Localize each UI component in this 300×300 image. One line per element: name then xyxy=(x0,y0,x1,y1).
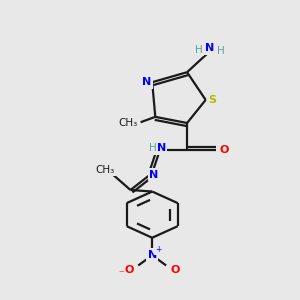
Text: N: N xyxy=(157,143,166,153)
Text: O: O xyxy=(220,145,229,155)
Text: S: S xyxy=(208,95,216,105)
Text: +: + xyxy=(155,245,162,254)
Text: N: N xyxy=(148,250,157,260)
Text: H: H xyxy=(149,143,157,153)
Text: CH₃: CH₃ xyxy=(95,165,115,175)
Text: N: N xyxy=(205,43,214,53)
Text: N: N xyxy=(149,169,158,180)
Text: O: O xyxy=(124,265,134,275)
Text: H: H xyxy=(217,46,224,56)
Text: O: O xyxy=(171,265,180,275)
Text: ⁻: ⁻ xyxy=(118,270,124,280)
Text: CH₃: CH₃ xyxy=(118,118,138,128)
Text: H: H xyxy=(195,45,203,55)
Text: N: N xyxy=(142,77,152,87)
